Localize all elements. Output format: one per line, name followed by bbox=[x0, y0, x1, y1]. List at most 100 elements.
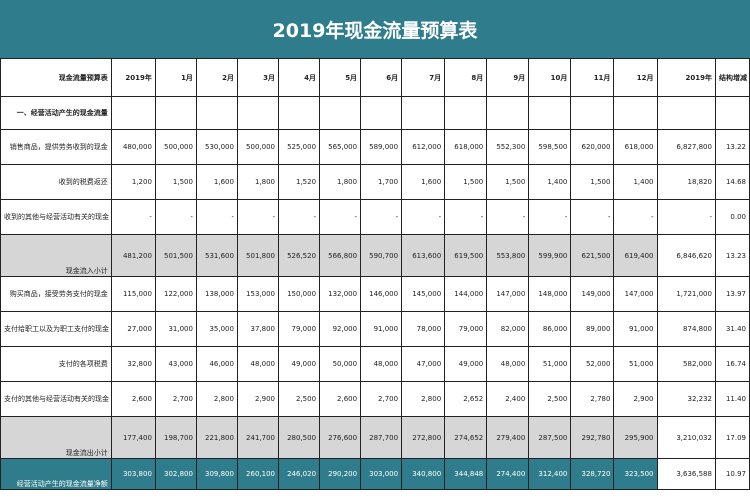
annual-total-cell[interactable]: 582,000 bbox=[656, 346, 716, 382]
value-cell[interactable]: 1,500 bbox=[444, 164, 488, 200]
value-cell[interactable]: 2,652 bbox=[444, 381, 488, 417]
empty-cell[interactable] bbox=[110, 96, 156, 130]
annual-total-cell[interactable]: 18,820 bbox=[656, 164, 716, 200]
value-cell[interactable]: 618,000 bbox=[613, 129, 658, 165]
value-cell[interactable]: 621,500 bbox=[570, 234, 615, 277]
value-cell[interactable]: 525,000 bbox=[277, 129, 321, 165]
column-header[interactable]: 11月 bbox=[570, 58, 615, 97]
value-cell[interactable]: 274,400 bbox=[486, 458, 530, 490]
empty-cell[interactable] bbox=[236, 96, 280, 130]
value-cell[interactable]: 501,800 bbox=[236, 234, 280, 277]
value-cell[interactable]: 246,020 bbox=[277, 458, 321, 490]
value-cell[interactable]: 620,000 bbox=[570, 129, 615, 165]
value-cell[interactable]: 481,200 bbox=[110, 234, 156, 277]
column-header[interactable]: 7月 bbox=[401, 58, 446, 97]
value-cell[interactable]: 2,400 bbox=[486, 381, 530, 417]
value-cell[interactable]: 279,400 bbox=[486, 416, 530, 459]
value-cell[interactable]: 2,600 bbox=[319, 381, 362, 417]
value-cell[interactable]: 613,600 bbox=[401, 234, 446, 277]
row-label[interactable]: 收到的税费返还 bbox=[0, 164, 112, 200]
value-cell[interactable]: 2,800 bbox=[195, 381, 238, 417]
value-cell[interactable]: 221,800 bbox=[195, 416, 238, 459]
structure-change-cell[interactable]: 13.23 bbox=[714, 234, 750, 277]
value-cell[interactable]: 91,000 bbox=[360, 311, 403, 347]
value-cell[interactable]: 2,700 bbox=[154, 381, 197, 417]
value-cell[interactable]: - bbox=[110, 199, 156, 235]
value-cell[interactable]: 302,800 bbox=[154, 458, 197, 490]
value-cell[interactable]: 47,000 bbox=[401, 346, 446, 382]
value-cell[interactable]: 501,500 bbox=[154, 234, 197, 277]
value-cell[interactable]: - bbox=[570, 199, 615, 235]
value-cell[interactable]: 531,600 bbox=[195, 234, 238, 277]
value-cell[interactable]: 49,000 bbox=[444, 346, 488, 382]
value-cell[interactable]: 1,800 bbox=[236, 164, 280, 200]
value-cell[interactable]: 2,600 bbox=[110, 381, 156, 417]
value-cell[interactable]: 303,800 bbox=[110, 458, 156, 490]
value-cell[interactable]: 92,000 bbox=[319, 311, 362, 347]
value-cell[interactable]: - bbox=[277, 199, 321, 235]
value-cell[interactable]: 344,848 bbox=[444, 458, 488, 490]
value-cell[interactable]: 46,000 bbox=[195, 346, 238, 382]
annual-total-cell[interactable]: - bbox=[656, 199, 716, 235]
value-cell[interactable]: 290,200 bbox=[319, 458, 362, 490]
column-header[interactable]: 2019年 bbox=[110, 58, 156, 97]
value-cell[interactable]: - bbox=[195, 199, 238, 235]
value-cell[interactable]: 1,400 bbox=[528, 164, 572, 200]
row-label[interactable]: 支付给职工以及为职工支付的现金 bbox=[0, 311, 112, 347]
row-label[interactable]: 销售商品，提供劳务收到的现金 bbox=[0, 129, 112, 165]
row-label[interactable]: 收到的其他与经营活动有关的现金 bbox=[0, 199, 112, 235]
column-header[interactable]: 结构增减 bbox=[714, 58, 750, 97]
annual-total-cell[interactable]: 874,800 bbox=[656, 311, 716, 347]
value-cell[interactable]: 2,700 bbox=[360, 381, 403, 417]
value-cell[interactable]: - bbox=[401, 199, 446, 235]
value-cell[interactable]: 526,520 bbox=[277, 234, 321, 277]
value-cell[interactable]: 150,000 bbox=[277, 276, 321, 312]
column-header[interactable]: 4月 bbox=[277, 58, 321, 97]
column-header[interactable]: 现金流量预算表 bbox=[0, 58, 112, 97]
row-label[interactable]: 现金流出小计 bbox=[0, 416, 112, 459]
structure-change-cell[interactable]: 31.40 bbox=[714, 311, 750, 347]
value-cell[interactable]: 590,700 bbox=[360, 234, 403, 277]
value-cell[interactable]: 619,400 bbox=[613, 234, 658, 277]
value-cell[interactable]: 1,700 bbox=[360, 164, 403, 200]
value-cell[interactable]: 149,000 bbox=[570, 276, 615, 312]
column-header[interactable]: 12月 bbox=[613, 58, 658, 97]
value-cell[interactable]: 274,652 bbox=[444, 416, 488, 459]
empty-cell[interactable] bbox=[277, 96, 321, 130]
value-cell[interactable]: 553,800 bbox=[486, 234, 530, 277]
value-cell[interactable]: 79,000 bbox=[277, 311, 321, 347]
column-header[interactable]: 6月 bbox=[360, 58, 403, 97]
value-cell[interactable]: 1,600 bbox=[401, 164, 446, 200]
value-cell[interactable]: 1,520 bbox=[277, 164, 321, 200]
value-cell[interactable]: 198,700 bbox=[154, 416, 197, 459]
structure-change-cell[interactable]: 17.09 bbox=[714, 416, 750, 459]
structure-change-cell[interactable]: 13.22 bbox=[714, 129, 750, 165]
structure-change-cell[interactable]: 13.97 bbox=[714, 276, 750, 312]
value-cell[interactable]: - bbox=[154, 199, 197, 235]
structure-change-cell[interactable]: 10.97 bbox=[714, 458, 750, 490]
value-cell[interactable]: 295,900 bbox=[613, 416, 658, 459]
annual-total-cell[interactable]: 3,636,588 bbox=[656, 458, 716, 490]
row-label[interactable]: 支付的其他与经营活动有关的现金 bbox=[0, 381, 112, 417]
value-cell[interactable]: 50,000 bbox=[319, 346, 362, 382]
section-title[interactable]: 一、经营活动产生的现金流量 bbox=[0, 96, 112, 130]
column-header[interactable]: 3月 bbox=[236, 58, 280, 97]
empty-cell[interactable] bbox=[195, 96, 238, 130]
structure-change-cell[interactable]: 0.00 bbox=[714, 199, 750, 235]
column-header[interactable]: 1月 bbox=[154, 58, 197, 97]
value-cell[interactable]: 272,800 bbox=[401, 416, 446, 459]
value-cell[interactable]: 500,000 bbox=[154, 129, 197, 165]
empty-cell[interactable] bbox=[444, 96, 488, 130]
value-cell[interactable]: 79,000 bbox=[444, 311, 488, 347]
value-cell[interactable]: - bbox=[236, 199, 280, 235]
value-cell[interactable]: - bbox=[444, 199, 488, 235]
value-cell[interactable]: 148,000 bbox=[528, 276, 572, 312]
value-cell[interactable]: 480,000 bbox=[110, 129, 156, 165]
empty-cell[interactable] bbox=[570, 96, 615, 130]
value-cell[interactable]: 37,800 bbox=[236, 311, 280, 347]
column-header[interactable]: 9月 bbox=[486, 58, 530, 97]
empty-cell[interactable] bbox=[486, 96, 530, 130]
value-cell[interactable]: 312,400 bbox=[528, 458, 572, 490]
structure-change-cell[interactable]: 16.74 bbox=[714, 346, 750, 382]
value-cell[interactable]: 35,000 bbox=[195, 311, 238, 347]
